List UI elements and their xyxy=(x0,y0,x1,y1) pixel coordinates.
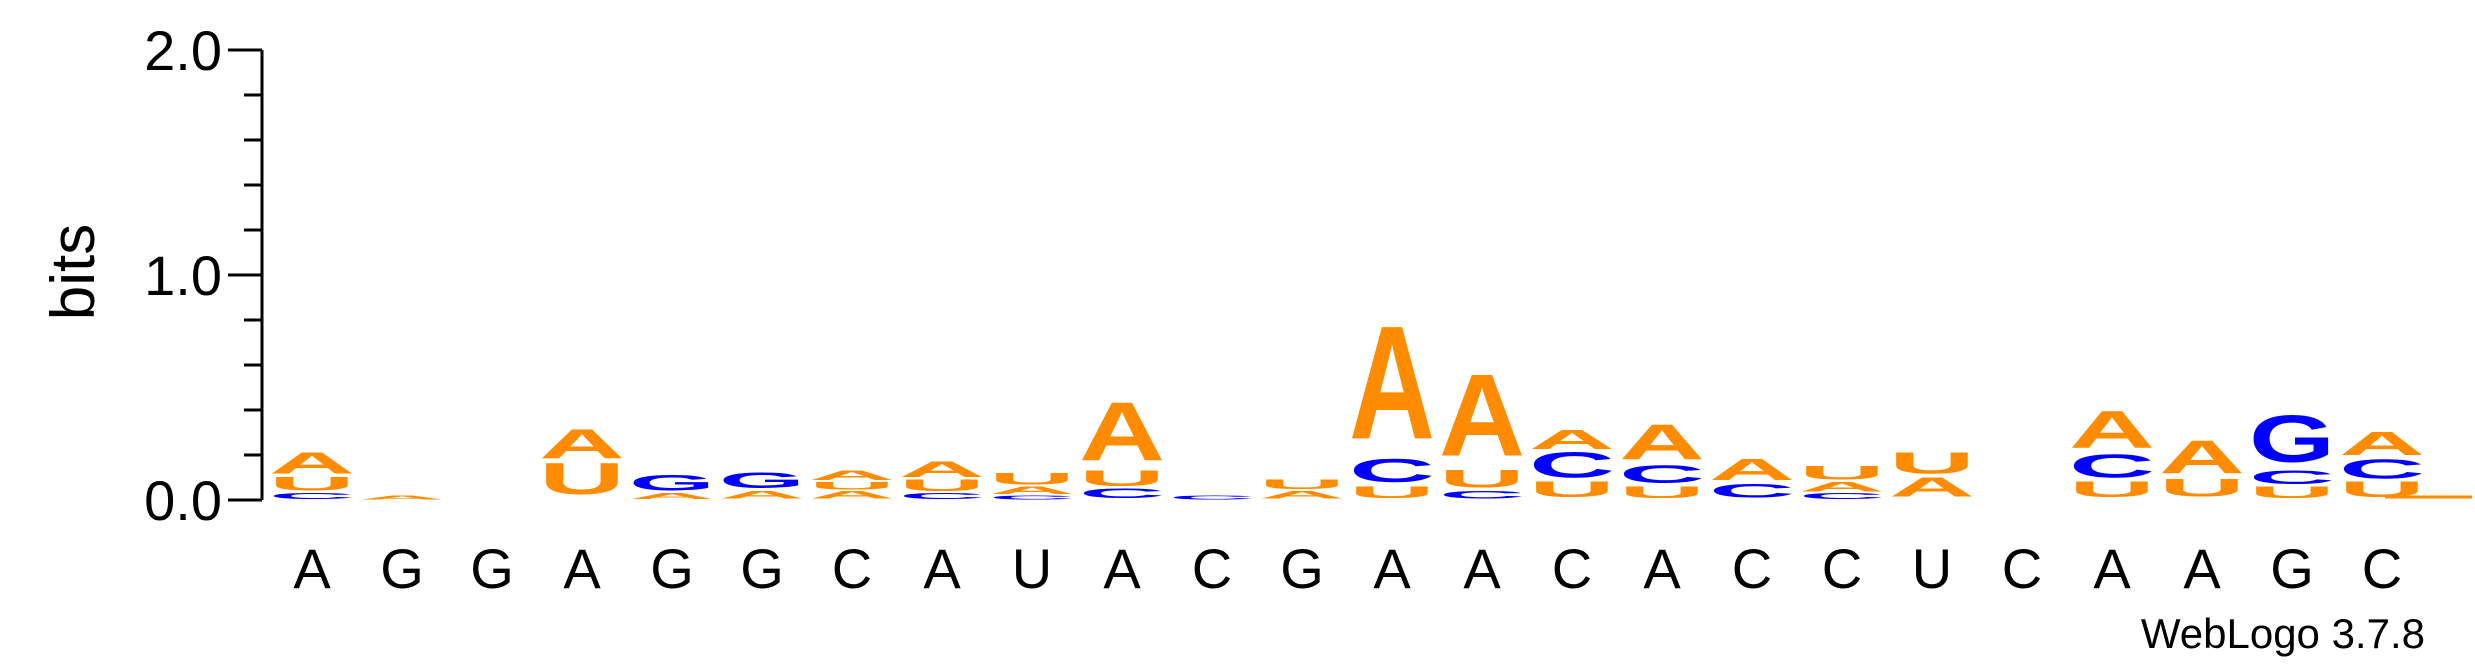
logo-letter-U: U xyxy=(539,454,625,504)
logo-letter-C: C xyxy=(2069,447,2155,485)
logo-letter-U: U xyxy=(1799,462,1885,484)
x-tick-label: A xyxy=(1373,537,1411,600)
logo-letter-C: C xyxy=(2249,467,2335,489)
logo-letter-C: C xyxy=(2339,454,2425,485)
logo-letter-U: U xyxy=(2069,477,2155,502)
logo-letter-U: U xyxy=(1529,477,1615,502)
x-tick-label: A xyxy=(1463,537,1501,600)
logo-letter-U: U xyxy=(1349,483,1435,502)
x-tick-label: C xyxy=(832,537,872,600)
logo-letter-U: U xyxy=(1619,483,1705,502)
x-tick-label: U xyxy=(1012,537,1052,600)
x-tick-label: G xyxy=(650,537,694,600)
logo-letter-A: A xyxy=(1799,479,1885,495)
logo-letter-C: C xyxy=(899,491,985,500)
y-tick-label: 1.0 xyxy=(144,244,222,307)
logo-letter-C: C xyxy=(1709,480,1795,502)
logo-letter-A: A xyxy=(719,488,805,501)
x-tick-label: C xyxy=(2002,537,2042,600)
logo-letter-U: U xyxy=(809,479,895,492)
logo-letter-U: U xyxy=(2249,483,2335,502)
x-tick-label: C xyxy=(1822,537,1862,600)
x-tick-label: C xyxy=(2362,537,2402,600)
logo-letter-A: A xyxy=(809,468,895,484)
logo-letter-G: G xyxy=(2249,402,2335,477)
weblogo-version-label: WebLogo 3.7.8 xyxy=(2141,610,2425,657)
logo-letter-U: U xyxy=(1889,446,1975,480)
logo-letter-A: A xyxy=(1439,350,1525,481)
x-tick-label: G xyxy=(740,537,784,600)
x-tick-label: A xyxy=(2183,537,2221,600)
logo-letter-C: C xyxy=(989,494,1075,500)
x-tick-label: U xyxy=(1912,537,1952,600)
logo-letter-U: U xyxy=(1079,466,1165,491)
x-tick-label: G xyxy=(2270,537,2314,600)
logo-letter-A: A xyxy=(1349,293,1435,474)
y-tick-label: 2.0 xyxy=(144,19,222,82)
x-tick-label: A xyxy=(2093,537,2131,600)
logo-letter-C: C xyxy=(1799,491,1885,500)
logo-letter-C: C xyxy=(1529,444,1615,485)
logo-letter-U: U xyxy=(269,473,355,495)
logo-letter-A: A xyxy=(1259,488,1345,501)
logo-letter-C: C xyxy=(1349,452,1435,490)
logo-letter-C: C xyxy=(1619,461,1705,489)
logo-letter-U: U xyxy=(1439,465,1525,493)
x-tick-label: A xyxy=(293,537,331,600)
logo-letter-A: A xyxy=(539,421,625,468)
logo-letter-A: A xyxy=(989,484,1075,497)
x-tick-label: C xyxy=(1732,537,1772,600)
x-tick-label: A xyxy=(923,537,961,600)
logo-letter-A: A xyxy=(1889,472,1975,503)
y-axis-label: bits xyxy=(39,224,108,320)
logo-letter-C: C xyxy=(269,491,355,500)
logo-letter-A: A xyxy=(899,457,985,482)
logo-letter-G: G xyxy=(719,468,805,493)
x-tick-label: G xyxy=(380,537,424,600)
logo-letter-A: A xyxy=(1709,453,1795,487)
x-tick-label: A xyxy=(1103,537,1141,600)
logo-letter-U: U xyxy=(1259,477,1345,493)
logo-letter-A: A xyxy=(629,491,715,500)
logo-letter-C: C xyxy=(1169,494,1255,500)
logo-letter-U: U xyxy=(2159,474,2245,502)
logo-letter-A: A xyxy=(2069,400,2155,459)
logo-letter-C: C xyxy=(1439,488,1525,501)
x-tick-label: A xyxy=(563,537,601,600)
logo-letter-A: A xyxy=(1529,424,1615,455)
y-tick-label: 0.0 xyxy=(144,469,222,532)
x-tick-label: C xyxy=(1192,537,1232,600)
logo-letter-A: A xyxy=(269,446,355,480)
logo-letter-U: U xyxy=(899,476,985,495)
x-tick-label: G xyxy=(470,537,514,600)
logo-letter-A: A xyxy=(2339,425,2425,463)
x-tick-label: G xyxy=(1280,537,1324,600)
logo-letter-U: U xyxy=(989,469,1075,488)
logo-letter-G: G xyxy=(629,470,715,495)
logo-letter-A: A xyxy=(1619,415,1705,471)
logo-letter-A: A xyxy=(1079,384,1165,478)
logo-letter-A: A xyxy=(809,488,895,501)
logo-letter-A: A xyxy=(2159,431,2245,484)
x-tick-label: A xyxy=(1643,537,1681,600)
logo-letter-C: C xyxy=(1079,486,1165,502)
x-tick-label: C xyxy=(1552,537,1592,600)
logo-letter-A: A xyxy=(359,494,445,500)
